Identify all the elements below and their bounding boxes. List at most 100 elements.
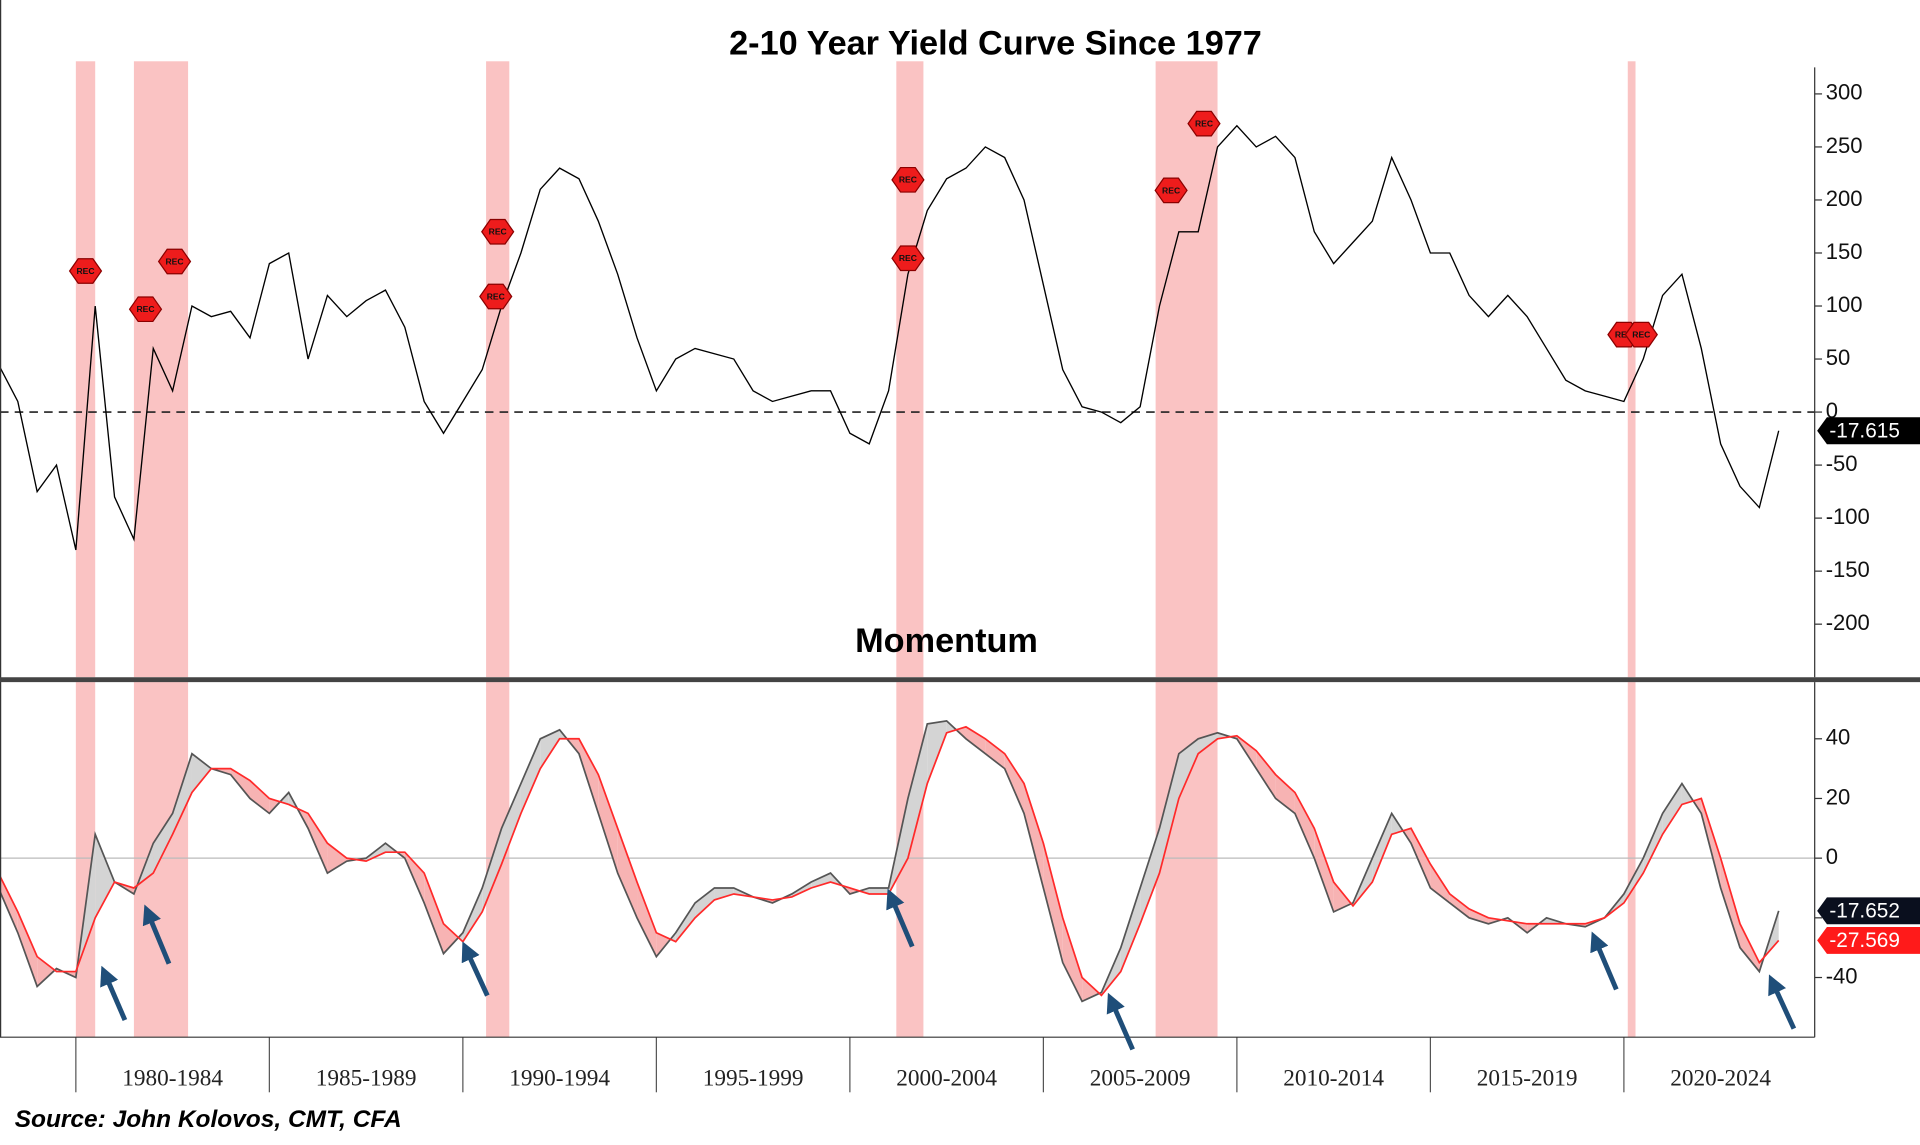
spread-fill bbox=[656, 932, 671, 957]
x-tick-label: 1980-1984 bbox=[122, 1065, 223, 1091]
spread-fill bbox=[714, 887, 734, 900]
x-tick-label: 2020-2024 bbox=[1670, 1065, 1771, 1091]
spread-fill bbox=[1178, 738, 1199, 799]
arrow bbox=[461, 941, 490, 997]
spread-fill bbox=[1740, 923, 1760, 972]
spread-fill bbox=[927, 720, 947, 784]
panel-title: Momentum bbox=[855, 622, 1038, 660]
rec-marker bbox=[1187, 110, 1221, 137]
spread-fill bbox=[907, 723, 928, 859]
source: Source: John Kolovos, CMT, CFA bbox=[15, 1106, 402, 1133]
spread-fill bbox=[17, 911, 38, 987]
last-value: -27.569 bbox=[1817, 926, 1920, 954]
spread-fill bbox=[443, 923, 459, 954]
y-tick-label: 0 bbox=[1826, 398, 1838, 423]
y-tick-label: -40 bbox=[1826, 963, 1858, 988]
arrow bbox=[142, 904, 172, 965]
y-tick-label: 200 bbox=[1826, 186, 1863, 211]
rec-marker bbox=[157, 248, 192, 275]
spread-fill bbox=[1314, 828, 1334, 912]
spread-fill bbox=[1720, 858, 1741, 948]
y-tick-label: 20 bbox=[1826, 784, 1851, 809]
recession-band bbox=[75, 61, 96, 678]
arrow bbox=[1106, 992, 1135, 1051]
spread-fill bbox=[1275, 774, 1295, 814]
spread-fill bbox=[578, 738, 599, 814]
arrow bbox=[1590, 931, 1619, 991]
x-tick-label: 1995-1999 bbox=[703, 1065, 804, 1091]
y-tick-label: 50 bbox=[1826, 345, 1851, 370]
x-tick-label: 2015-2019 bbox=[1477, 1065, 1578, 1091]
series-line bbox=[0, 725, 1780, 997]
spread-fill bbox=[191, 753, 212, 793]
arrow bbox=[886, 888, 915, 948]
y-tick-label: -50 bbox=[1826, 451, 1858, 476]
spread-fill bbox=[1333, 882, 1352, 912]
spread-fill bbox=[385, 843, 398, 853]
spread-fill bbox=[172, 753, 192, 835]
spread-fill bbox=[617, 828, 638, 918]
y-tick-label: -100 bbox=[1826, 504, 1870, 529]
rec-label: REC bbox=[899, 175, 917, 185]
spread-fill bbox=[327, 843, 347, 874]
recession-band bbox=[133, 682, 189, 1038]
rec-label: REC bbox=[1162, 185, 1180, 195]
spread-fill bbox=[1159, 753, 1179, 874]
last-value: -17.652 bbox=[1817, 897, 1920, 925]
spread-fill bbox=[1469, 908, 1489, 924]
spread-fill bbox=[1430, 864, 1450, 903]
spread-fill bbox=[540, 729, 560, 769]
rec-label: REC bbox=[136, 304, 154, 314]
rec-label: REC bbox=[76, 266, 94, 276]
spread-fill bbox=[695, 887, 715, 918]
y-tick-label: 150 bbox=[1826, 239, 1863, 264]
spread-fill bbox=[675, 902, 696, 942]
last-value-label: -27.569 bbox=[1829, 929, 1900, 952]
y-tick-label: -200 bbox=[1826, 610, 1870, 635]
x-tick-label: 2000-2004 bbox=[896, 1065, 997, 1091]
spread-fill bbox=[637, 882, 657, 957]
recession-band bbox=[486, 61, 510, 678]
spread-fill bbox=[1643, 813, 1663, 874]
rec-marker bbox=[891, 166, 925, 193]
x-tick-label: 1990-1994 bbox=[509, 1065, 610, 1091]
recession-band bbox=[133, 61, 189, 678]
rec-label: REC bbox=[489, 227, 507, 237]
spread-fill bbox=[1294, 792, 1315, 859]
spread-fill bbox=[1024, 783, 1044, 888]
x-tick-label: 1985-1989 bbox=[316, 1065, 417, 1091]
last-value: -17.615 bbox=[1817, 417, 1920, 445]
spread-fill bbox=[1004, 753, 1025, 814]
arrows bbox=[100, 888, 1797, 1051]
y-tick-label: 100 bbox=[1826, 292, 1863, 317]
spread-fill bbox=[95, 834, 115, 918]
spread-fill bbox=[230, 768, 251, 799]
spread-fill bbox=[501, 783, 521, 865]
series-line bbox=[0, 124, 1780, 551]
rec-marker bbox=[479, 283, 513, 310]
x-tick-label: 2005-2009 bbox=[1090, 1065, 1191, 1091]
spread-fill bbox=[1411, 828, 1431, 888]
y-tick-label: 0 bbox=[1826, 844, 1838, 869]
spread-fill bbox=[1043, 843, 1063, 963]
spread-fill bbox=[811, 873, 831, 888]
rec-marker bbox=[891, 245, 925, 272]
spread-fill bbox=[1372, 813, 1392, 883]
spread-fill bbox=[424, 873, 444, 954]
rec-marker bbox=[1624, 321, 1658, 348]
spread-fill bbox=[1701, 798, 1721, 888]
x-tick-label: 2010-2014 bbox=[1283, 1065, 1384, 1091]
recession-band bbox=[1155, 61, 1218, 678]
rec-marker bbox=[68, 258, 103, 284]
last-value-box bbox=[1817, 417, 1920, 445]
spread-fill bbox=[869, 887, 889, 894]
background-layer bbox=[0, 61, 1815, 1038]
recession-band bbox=[1627, 61, 1636, 678]
spread-fill bbox=[1662, 783, 1682, 835]
y-tick-label: 300 bbox=[1826, 80, 1863, 105]
arrow bbox=[1768, 974, 1797, 1030]
arrow bbox=[100, 965, 128, 1022]
last-value-label: -17.652 bbox=[1829, 900, 1900, 923]
